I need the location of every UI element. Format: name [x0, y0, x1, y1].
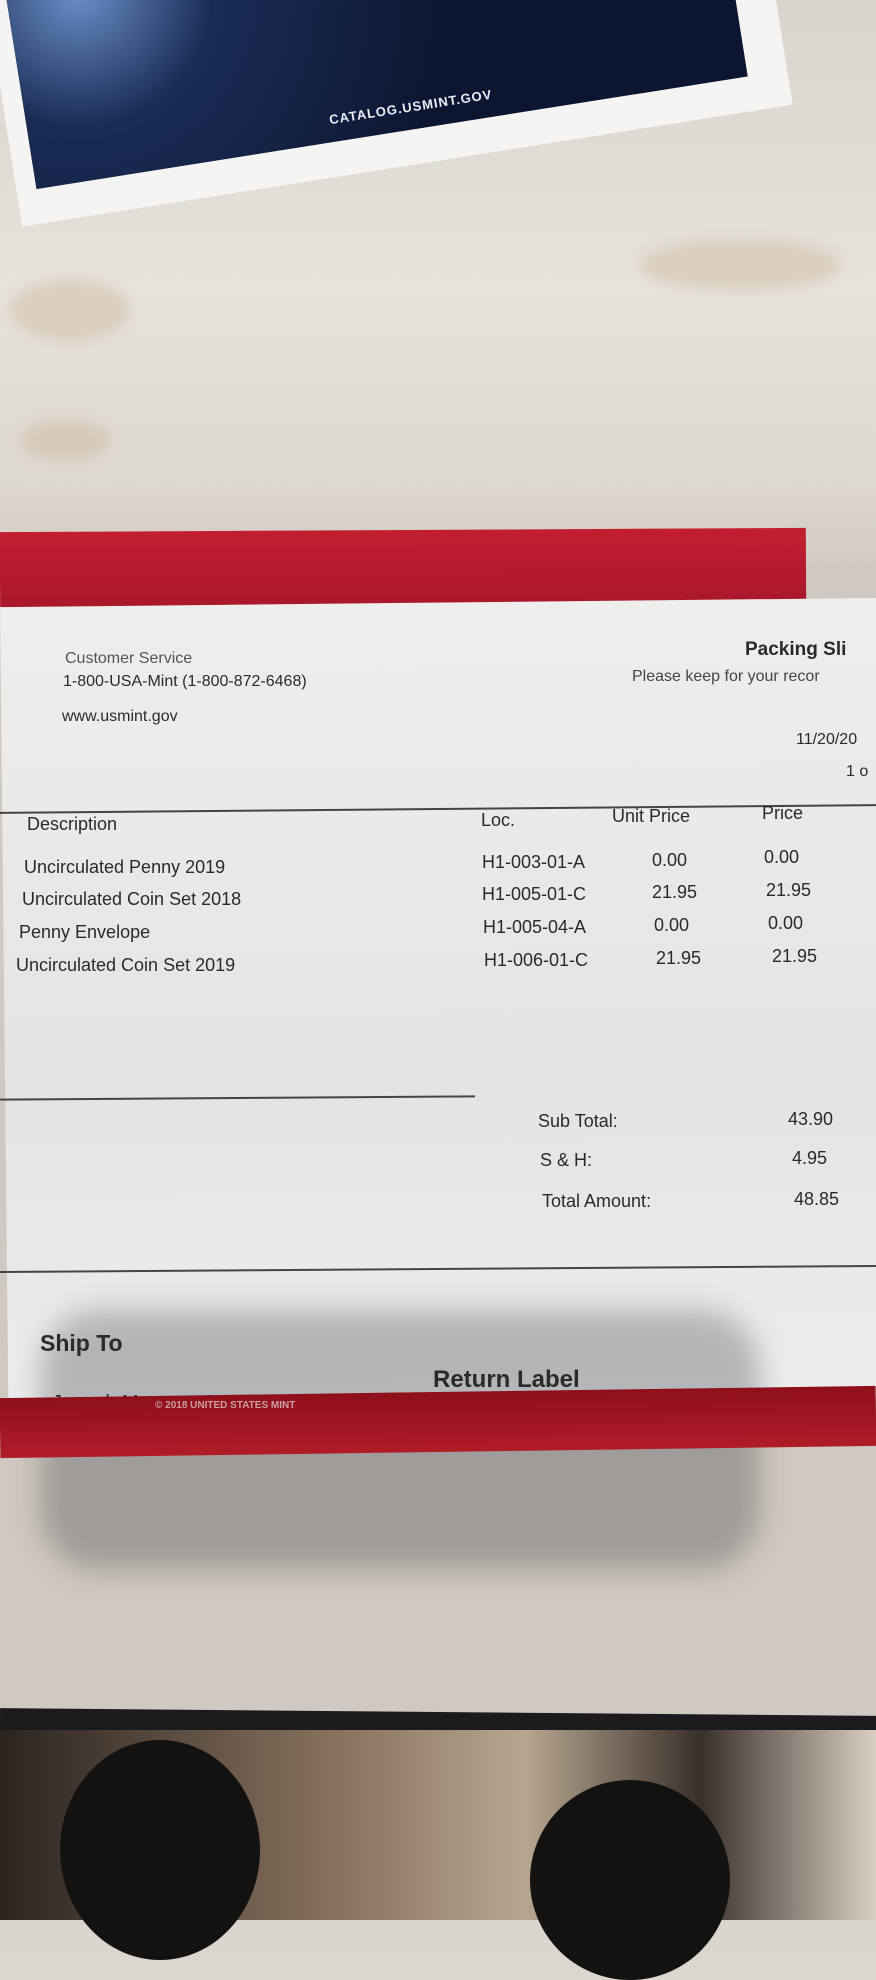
- item-description: Uncirculated Penny 2019: [24, 857, 226, 877]
- subtotal-label: Sub Total:: [538, 1111, 618, 1131]
- marble-vein: [640, 240, 840, 290]
- red-folder-bottom: [0, 1385, 876, 1459]
- page-number: 1 o: [846, 763, 869, 780]
- floor: [0, 1730, 876, 1980]
- folder-copyright: © 2018 UNITED STATES MINT: [155, 1400, 296, 1411]
- catalog-card: CATALOG.USMINT.GOV: [0, 0, 793, 227]
- item-loc: H1-006-01-C: [484, 950, 589, 970]
- shoe: [60, 1740, 260, 1960]
- item-price: 0.00: [764, 847, 800, 867]
- item-loc: H1-005-04-A: [483, 917, 587, 937]
- subtotal-value: 43.90: [788, 1109, 834, 1129]
- website: www.usmint.gov: [62, 708, 178, 725]
- item-unit-price: 0.00: [652, 850, 688, 870]
- order-date: 11/20/20: [796, 731, 858, 748]
- item-unit-price: 21.95: [656, 948, 702, 968]
- item-description: Uncirculated Coin Set 2019: [16, 955, 236, 975]
- item-description: Penny Envelope: [19, 922, 151, 942]
- shipping-value: 4.95: [792, 1148, 828, 1168]
- marble-vein: [20, 420, 110, 460]
- catalog-card-image: CATALOG.USMINT.GOV: [0, 0, 748, 189]
- catalog-url: CATALOG.USMINT.GOV: [328, 86, 494, 128]
- document-title: Packing Sli: [745, 639, 847, 660]
- ship-to-label: Ship To: [40, 1330, 123, 1356]
- item-unit-price: 0.00: [654, 915, 690, 935]
- shipping-label: S & H:: [540, 1150, 593, 1170]
- item-loc: H1-003-01-A: [482, 852, 586, 872]
- column-unit-price: Unit Price: [612, 806, 691, 826]
- item-loc: H1-005-01-C: [482, 884, 587, 904]
- total-label: Total Amount:: [542, 1191, 652, 1211]
- document-subtitle: Please keep for your recor: [632, 668, 820, 685]
- column-description: Description: [27, 814, 118, 834]
- item-description: Uncirculated Coin Set 2018: [22, 889, 242, 909]
- total-value: 48.85: [794, 1189, 840, 1209]
- item-price: 21.95: [766, 880, 812, 900]
- customer-service-phone: 1-800-USA-Mint (1-800-872-6468): [63, 673, 307, 690]
- return-label-heading: Return Label: [433, 1366, 580, 1393]
- column-loc: Loc.: [481, 810, 516, 830]
- item-price: 21.95: [772, 946, 818, 966]
- column-price: Price: [762, 803, 804, 823]
- item-price: 0.00: [768, 913, 804, 933]
- customer-service-label: Customer Service: [65, 650, 193, 667]
- item-unit-price: 21.95: [652, 882, 698, 902]
- marble-vein: [10, 280, 130, 340]
- shoe: [530, 1780, 730, 1980]
